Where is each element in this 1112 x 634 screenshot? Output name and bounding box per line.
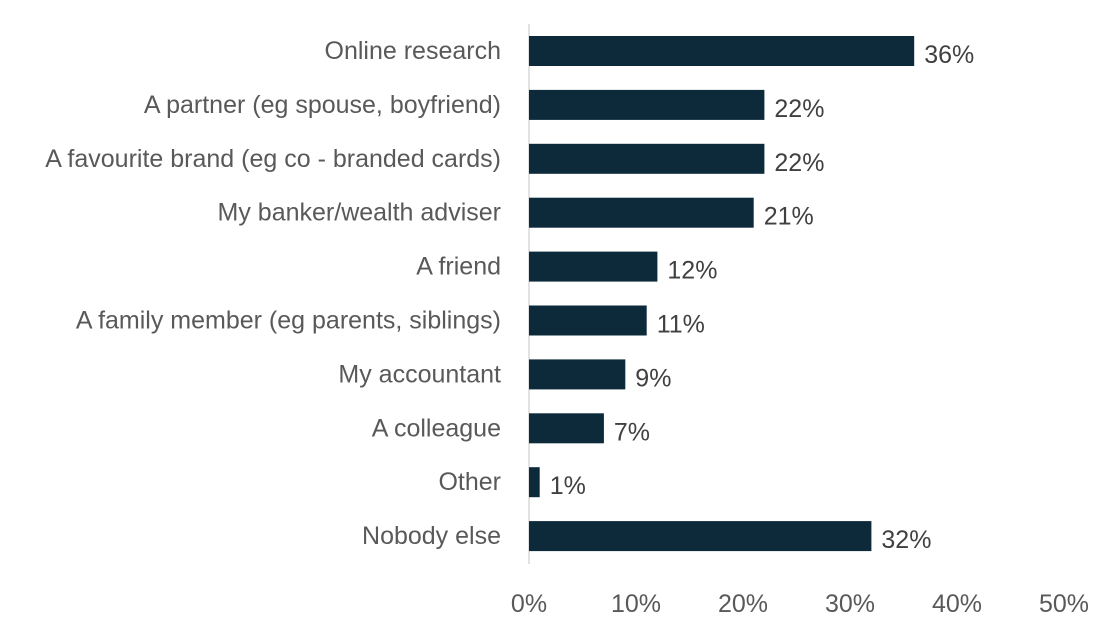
bar (529, 36, 915, 66)
bar (529, 305, 647, 336)
category-label: A partner (eg spouse, boyfriend) (144, 91, 501, 119)
category-label: A favourite brand (eg co - branded cards… (45, 145, 501, 173)
bar (529, 251, 658, 282)
category-label: A friend (416, 253, 501, 281)
bar (529, 143, 765, 174)
data-label: 9% (635, 364, 671, 392)
data-label: 7% (614, 418, 650, 446)
x-tick-label: 20% (718, 590, 768, 618)
x-tick-label: 30% (825, 590, 875, 618)
category-label: My banker/wealth adviser (218, 199, 501, 227)
category-label: Other (438, 468, 501, 496)
x-tick-label: 50% (1039, 590, 1089, 618)
data-label: 1% (550, 472, 586, 500)
bar (529, 467, 540, 498)
x-tick-label: 10% (611, 590, 661, 618)
bar (529, 89, 765, 120)
bar (529, 413, 604, 444)
bar (529, 521, 872, 552)
data-label: 22% (774, 149, 824, 177)
category-label: A colleague (372, 414, 501, 442)
data-label: 12% (667, 257, 717, 285)
data-label: 32% (881, 526, 931, 554)
x-tick-label: 40% (932, 590, 982, 618)
bar (529, 359, 626, 390)
category-label: Nobody else (362, 522, 501, 550)
category-label: My accountant (338, 360, 501, 388)
bar (529, 197, 754, 228)
data-label: 21% (764, 203, 814, 231)
data-label: 11% (657, 311, 705, 339)
category-label: A family member (eg parents, siblings) (76, 307, 501, 335)
data-label: 22% (774, 95, 824, 123)
category-label: Online research (325, 37, 501, 65)
data-label: 36% (924, 41, 974, 69)
x-tick-label: 0% (511, 590, 547, 618)
